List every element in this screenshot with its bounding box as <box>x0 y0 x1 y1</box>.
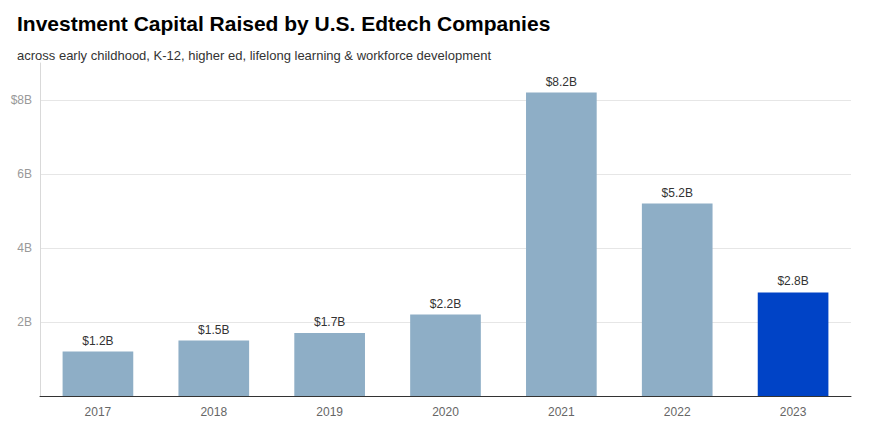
svg-text:$8.2B: $8.2B <box>546 75 577 89</box>
svg-text:2018: 2018 <box>200 405 227 419</box>
svg-text:2022: 2022 <box>664 405 691 419</box>
svg-text:2023: 2023 <box>780 405 807 419</box>
svg-text:4B: 4B <box>17 241 32 255</box>
svg-text:$8B: $8B <box>11 93 32 107</box>
svg-text:$1.5B: $1.5B <box>198 323 229 337</box>
svg-text:2019: 2019 <box>316 405 343 419</box>
svg-text:$2.2B: $2.2B <box>430 297 461 311</box>
svg-text:2020: 2020 <box>432 405 459 419</box>
svg-text:$1.7B: $1.7B <box>314 315 345 329</box>
svg-text:2017: 2017 <box>85 405 112 419</box>
svg-text:2021: 2021 <box>548 405 575 419</box>
svg-text:$5.2B: $5.2B <box>662 186 693 200</box>
svg-text:6B: 6B <box>17 167 32 181</box>
svg-text:Investment Capital Raised by U: Investment Capital Raised by U.S. Edtech… <box>17 12 550 35</box>
svg-text:across early childhood, K-12,: across early childhood, K-12, higher ed,… <box>17 48 491 63</box>
svg-text:$2.8B: $2.8B <box>777 274 808 288</box>
svg-text:2B: 2B <box>17 315 32 329</box>
svg-text:$1.2B: $1.2B <box>82 334 113 348</box>
